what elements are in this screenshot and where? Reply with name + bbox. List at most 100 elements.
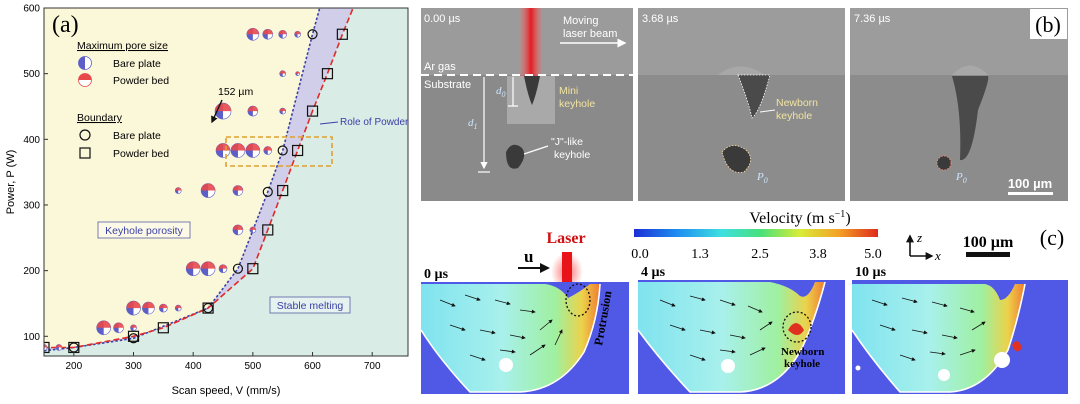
pore-marker [130, 324, 137, 332]
legend-size-powder: Powder bed [113, 75, 169, 87]
scale-bar-c [966, 252, 1010, 257]
boundary-marker-powder [44, 341, 50, 354]
colorbar-tick-4: 5.0 [864, 247, 882, 262]
boundary-marker-bare [262, 186, 273, 197]
stable-label-box [269, 296, 351, 314]
pore-marker [174, 304, 182, 312]
laser-beam-icon [520, 8, 542, 78]
panel-c-velocity-fields: Velocity (m s−1) 0.0 1.3 2.5 3.8 5.0 Las… [420, 209, 1068, 394]
panel-a-chart: 200 300 400 500 600 700 100 200 300 400 500 600 (a)… [5, 4, 409, 398]
newborn-sim-label-2: keyhole [784, 358, 820, 370]
colorbar-tick-2: 2.5 [751, 247, 769, 262]
pore-marker [44, 344, 48, 351]
colorbar [634, 229, 878, 237]
keyhole-label-box [97, 221, 191, 239]
pore-marker [185, 261, 201, 276]
pore-marker [200, 183, 216, 198]
boundary-marker-powder [247, 263, 259, 275]
pore-marker [278, 29, 287, 39]
y-axis-label: Power, P (W) [5, 150, 17, 215]
pore-marker [247, 105, 259, 117]
axis-ticks: 200 300 400 500 600 700 100 200 300 400 500 600 [23, 4, 381, 373]
boundary-marker-powder [306, 105, 319, 117]
xray-frame-2: 3.68 µs Newborn keyhole P0 [638, 8, 845, 201]
x-tick-label: 300 [125, 361, 142, 372]
annotation-arrow [211, 99, 223, 124]
boundary-marker-powder [127, 330, 140, 342]
scale-label-b: 100 µm [1008, 176, 1052, 191]
pore-marker [245, 143, 261, 158]
mini-keyhole-shape [524, 76, 540, 105]
legend-powder-bed-boundary-icon [79, 147, 91, 159]
pore-marker [232, 185, 244, 196]
time-0us: 0 µs [424, 267, 449, 282]
axis-x-label: x [934, 248, 941, 263]
y-tick-label: 600 [23, 4, 40, 15]
pore-marker [279, 70, 286, 77]
pore-marker [294, 30, 301, 38]
pore-marker [142, 301, 155, 315]
pore-marker [159, 303, 168, 313]
legend-boundary-powder: Powder bed [113, 148, 169, 160]
deep-keyhole-shape [952, 76, 989, 161]
substrate-label: Substrate [424, 79, 471, 91]
moving-label-2: laser beam [563, 28, 617, 40]
pore-bubble-10us-b [938, 369, 950, 381]
boundary-marker-powder [292, 144, 304, 157]
newborn-keyhole-shape [737, 74, 771, 119]
pore-bubble-10us-a [994, 352, 1010, 368]
scale-label-c: 100 µm [963, 234, 1014, 251]
axis-z-label: z [916, 230, 922, 245]
plot-frame [43, 7, 409, 357]
pore-marker [113, 322, 124, 334]
colorbar-title: Velocity (m s−1) [749, 209, 850, 227]
pore-marker [262, 28, 274, 40]
boundary-curve-powder-bed [44, 8, 354, 350]
pore-p0-frame2 [721, 145, 751, 174]
legend-boundary-title: Boundary [77, 112, 123, 124]
newborn-label-2: keyhole [776, 110, 812, 122]
pore-marker [230, 143, 246, 158]
pore-marker [295, 71, 300, 76]
d1-label: d1 [468, 117, 478, 131]
simulation-frame-0us: 0 µs Protrusion [420, 267, 629, 394]
time-4us: 4 µs [641, 265, 666, 280]
boundary-markers-powder [44, 28, 348, 354]
legend-size-title: Maximum pore size [77, 40, 168, 52]
legend-powder-bed-pore-icon [78, 73, 92, 87]
pore-p0-frame3 [936, 155, 952, 171]
x-tick-label: 500 [245, 361, 262, 372]
j-keyhole-label-2: keyhole [554, 149, 590, 161]
xray-frame-1: 0.00 µs Moving laser beam Ar gas Substra… [421, 8, 633, 201]
colorbar-tick-1: 1.3 [691, 247, 709, 262]
x-axis-label: Scan speed, V (mm/s) [172, 385, 281, 397]
p0-label-frame3: P0 [955, 171, 967, 185]
panel-c-label: (c) [1040, 225, 1064, 250]
pore-marker [232, 224, 244, 236]
mini-keyhole-label-2: keyhole [559, 98, 595, 110]
simulation-frame-10us: 10 µs [851, 265, 1068, 394]
colorbar-tick-3: 3.8 [809, 247, 827, 262]
x-tick-label: 400 [185, 361, 202, 372]
pore-marker [249, 226, 257, 234]
xray-frame-3: 7.36 µs P0 100 µm [850, 8, 1068, 201]
pore-marker [55, 344, 63, 351]
pore-marker [126, 300, 141, 316]
pore-marker [174, 187, 182, 194]
y-tick-label: 200 [23, 266, 40, 277]
powder-role-band [44, 8, 354, 351]
newborn-label-1: Newborn [776, 97, 818, 109]
simulation-frame-4us: 4 µs Newborn keyhole [637, 265, 845, 394]
boundary-marker-bare [277, 145, 288, 156]
laser-label: Laser [546, 230, 585, 247]
boundary-marker-powder [157, 322, 169, 334]
frame2-time: 3.68 µs [642, 13, 679, 25]
boundary-curve-bare-plate [44, 8, 321, 352]
legend-bare-plate-pore-icon [78, 56, 92, 70]
role-of-powder-leader [319, 121, 339, 125]
annotation-152um: 152 µm [218, 86, 253, 98]
highlight-box [225, 136, 333, 167]
j-keyhole-leader [523, 145, 549, 155]
pore-marker [215, 143, 231, 158]
